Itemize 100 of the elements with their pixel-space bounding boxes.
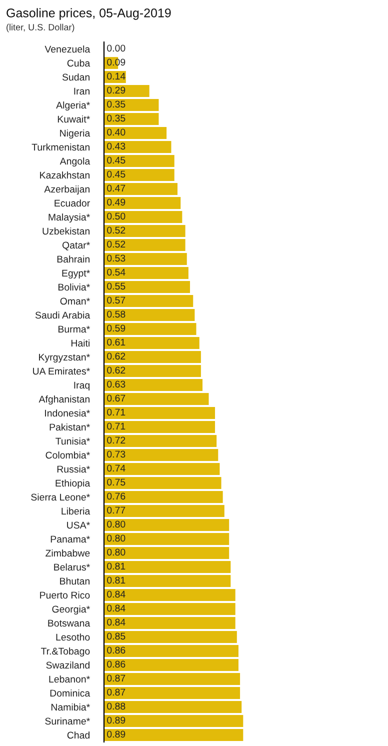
y-tick-label: Liberia xyxy=(62,507,90,515)
data-label: 0.29 xyxy=(107,86,126,94)
y-tick-label: Bhutan xyxy=(60,577,90,585)
bar xyxy=(104,197,181,209)
y-tick-label: Venezuela xyxy=(44,45,90,53)
bar xyxy=(104,323,196,335)
y-tick-label: Nigeria xyxy=(60,129,90,139)
data-label: 0.74 xyxy=(107,464,126,472)
bar xyxy=(104,281,190,293)
y-tick-label: Zimbabwe xyxy=(46,549,90,557)
data-label: 0.47 xyxy=(107,184,126,192)
y-tick-label: Tunisia* xyxy=(56,437,90,445)
data-label: 0.50 xyxy=(107,212,126,220)
y-tick-label: Namibia* xyxy=(51,703,90,711)
data-label: 0.67 xyxy=(107,394,126,402)
bar xyxy=(104,169,174,181)
bar xyxy=(104,155,174,167)
y-tick-label: Ethiopia xyxy=(56,479,90,489)
data-label: 0.62 xyxy=(107,366,126,374)
data-label: 0.77 xyxy=(107,506,126,514)
data-label: 0.85 xyxy=(107,632,126,640)
y-tick-label: Colombia* xyxy=(46,451,90,459)
bar xyxy=(104,645,238,657)
data-label: 0.89 xyxy=(107,730,126,738)
y-tick-label: Cuba xyxy=(67,59,90,67)
data-label: 0.86 xyxy=(107,660,126,668)
y-tick-label: Suriname* xyxy=(45,717,90,725)
bar xyxy=(104,477,222,489)
y-tick-label: Bahrain xyxy=(57,255,90,263)
bar xyxy=(104,519,230,531)
y-tick-label: Swaziland xyxy=(46,661,90,669)
data-label: 0.53 xyxy=(107,254,126,262)
y-tick-label: Qatar* xyxy=(62,242,90,250)
bar xyxy=(104,533,230,545)
data-label: 0.55 xyxy=(107,282,126,290)
y-tick-label: Dominica xyxy=(50,689,90,697)
data-label: 0.58 xyxy=(107,310,126,318)
data-label: 0.57 xyxy=(107,296,126,304)
y-tick-label: Botswana xyxy=(48,620,90,627)
bar xyxy=(104,141,172,153)
bar xyxy=(104,659,238,671)
bar xyxy=(104,379,203,391)
data-label: 0.54 xyxy=(107,268,126,276)
bar xyxy=(104,407,216,419)
y-tick-label: Belarus* xyxy=(54,563,90,571)
bar xyxy=(104,603,236,615)
y-tick-label: Saudi Arabia xyxy=(35,311,90,319)
y-tick-label: Sudan xyxy=(62,73,90,81)
y-tick-label: Kuwait* xyxy=(58,115,90,123)
y-tick-label: Pakistan* xyxy=(50,423,90,431)
y-tick-label: Algeria* xyxy=(56,101,90,111)
y-tick-label: Burma* xyxy=(58,326,90,333)
data-label: 0.84 xyxy=(107,618,126,626)
y-tick-label: Azerbaijan xyxy=(44,185,90,195)
bar xyxy=(104,435,217,447)
bar xyxy=(104,505,224,517)
bar xyxy=(104,309,195,321)
bar xyxy=(104,239,186,251)
y-tick-label: Uzbekistan xyxy=(42,227,90,235)
data-label: 0.00 xyxy=(107,44,126,52)
data-label: 0.87 xyxy=(107,674,126,682)
data-label: 0.80 xyxy=(107,534,126,542)
y-tick-label: Turkmenistan xyxy=(32,143,90,151)
bar xyxy=(104,687,240,699)
bar xyxy=(104,85,150,97)
y-tick-label: Oman* xyxy=(60,298,90,305)
data-label: 0.49 xyxy=(107,198,126,206)
y-tick-label: USA* xyxy=(67,522,90,529)
data-label: 0.81 xyxy=(107,562,126,570)
data-label: 0.81 xyxy=(107,576,126,584)
bar xyxy=(104,253,187,265)
bar xyxy=(104,99,159,111)
bar xyxy=(104,295,194,307)
y-tick-label: Egypt* xyxy=(62,270,90,279)
y-tick-label: Puerto Rico xyxy=(40,591,90,599)
data-label: 0.35 xyxy=(107,100,126,108)
bar xyxy=(104,491,223,503)
bar xyxy=(104,673,240,685)
data-label: 0.86 xyxy=(107,646,126,654)
y-tick-label: Indonesia* xyxy=(45,409,90,417)
y-tick-label: Afghanistan xyxy=(38,395,90,405)
y-tick-label: Lesotho xyxy=(56,633,90,641)
data-label: 0.80 xyxy=(107,520,126,528)
data-label: 0.40 xyxy=(107,128,126,136)
chart-subtitle: (liter, U.S. Dollar) xyxy=(6,24,74,32)
data-label: 0.88 xyxy=(107,702,126,710)
data-label: 0.45 xyxy=(107,170,126,178)
data-label: 0.52 xyxy=(107,240,126,248)
data-label: 0.89 xyxy=(107,716,126,724)
data-label: 0.62 xyxy=(107,352,126,360)
bar xyxy=(104,701,242,713)
bar xyxy=(104,547,230,559)
bar xyxy=(104,463,220,475)
bar xyxy=(104,267,188,279)
bar xyxy=(104,561,231,573)
bar xyxy=(104,617,236,629)
bar xyxy=(104,127,167,139)
bar xyxy=(104,337,200,349)
data-label: 0.73 xyxy=(107,450,126,458)
y-tick-label: Angola xyxy=(60,157,90,167)
